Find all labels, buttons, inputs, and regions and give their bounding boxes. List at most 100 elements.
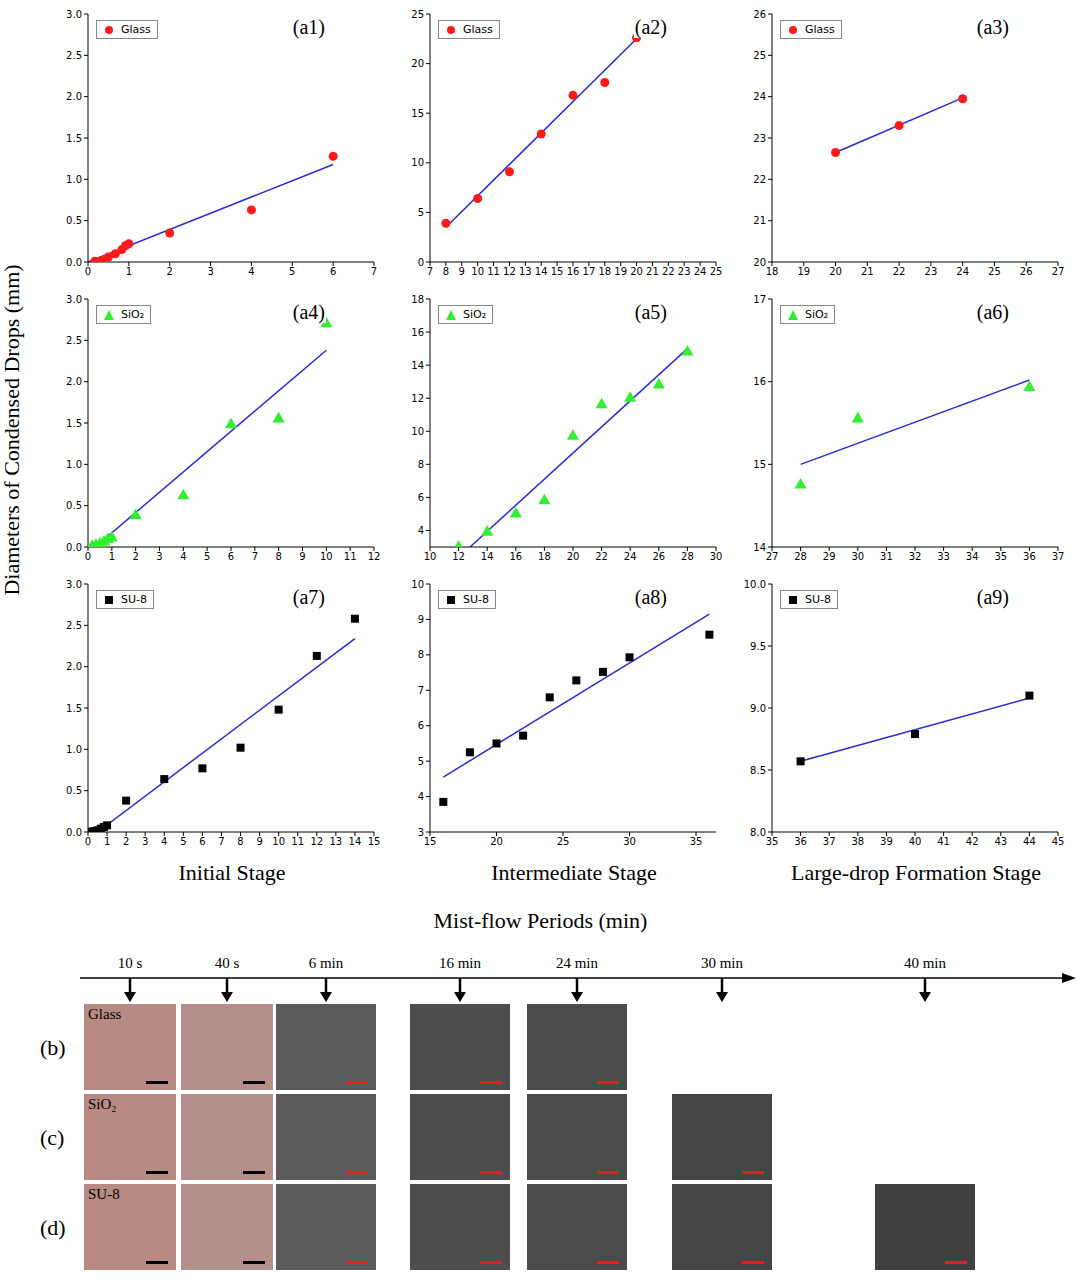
svg-text:34: 34	[966, 551, 979, 562]
svg-text:16: 16	[509, 551, 522, 562]
svg-text:0.5: 0.5	[66, 785, 82, 796]
svg-text:7: 7	[427, 266, 433, 277]
svg-text:5: 5	[289, 266, 295, 277]
svg-text:10: 10	[424, 551, 437, 562]
svg-text:12: 12	[411, 393, 424, 404]
svg-text:1.0: 1.0	[66, 174, 82, 185]
svg-text:4: 4	[418, 525, 424, 536]
svg-text:22: 22	[595, 551, 608, 562]
svg-text:41: 41	[937, 836, 950, 847]
svg-text:4: 4	[418, 791, 424, 802]
svg-text:18: 18	[411, 294, 424, 305]
svg-text:7: 7	[371, 266, 377, 277]
svg-text:23: 23	[925, 266, 938, 277]
svg-text:0.5: 0.5	[66, 500, 82, 511]
svg-text:2.0: 2.0	[66, 376, 82, 387]
svg-text:24: 24	[753, 91, 766, 102]
svg-text:10: 10	[471, 266, 484, 277]
svg-text:15: 15	[551, 266, 564, 277]
svg-text:40 min: 40 min	[904, 955, 947, 971]
svg-text:21: 21	[646, 266, 659, 277]
svg-text:27: 27	[766, 551, 779, 562]
svg-text:30: 30	[851, 551, 864, 562]
svg-text:12: 12	[368, 551, 381, 562]
svg-text:4: 4	[248, 266, 254, 277]
svg-text:22: 22	[753, 174, 766, 185]
svg-text:3: 3	[418, 827, 424, 838]
svg-text:5: 5	[180, 836, 186, 847]
svg-text:40 s: 40 s	[215, 955, 240, 971]
svg-text:6: 6	[330, 266, 336, 277]
svg-text:14: 14	[535, 266, 548, 277]
svg-text:0.0: 0.0	[66, 827, 82, 838]
svg-text:1: 1	[109, 551, 115, 562]
svg-text:2: 2	[123, 836, 129, 847]
svg-text:20: 20	[829, 266, 842, 277]
svg-text:3: 3	[142, 836, 148, 847]
svg-text:28: 28	[794, 551, 807, 562]
svg-text:20: 20	[630, 266, 643, 277]
svg-text:7: 7	[418, 685, 424, 696]
svg-text:10 s: 10 s	[118, 955, 143, 971]
svg-text:20: 20	[411, 58, 424, 69]
svg-text:35: 35	[766, 836, 779, 847]
svg-text:1.0: 1.0	[66, 459, 82, 470]
svg-text:9: 9	[299, 551, 305, 562]
svg-text:0.0: 0.0	[66, 257, 82, 268]
svg-text:15: 15	[411, 108, 424, 119]
svg-text:1.5: 1.5	[66, 703, 82, 714]
svg-text:15: 15	[424, 836, 437, 847]
svg-text:19: 19	[614, 266, 627, 277]
svg-text:25: 25	[710, 266, 723, 277]
svg-text:38: 38	[851, 836, 864, 847]
svg-text:10.0: 10.0	[744, 579, 766, 590]
svg-text:40: 40	[909, 836, 922, 847]
svg-text:10: 10	[272, 836, 285, 847]
svg-text:7: 7	[252, 551, 258, 562]
svg-text:3.0: 3.0	[66, 294, 82, 305]
svg-text:8: 8	[443, 266, 449, 277]
svg-text:27: 27	[1052, 266, 1065, 277]
svg-text:2: 2	[167, 266, 173, 277]
svg-text:4: 4	[180, 551, 186, 562]
svg-text:36: 36	[794, 836, 807, 847]
svg-text:25: 25	[988, 266, 1001, 277]
svg-text:24: 24	[956, 266, 969, 277]
svg-text:37: 37	[1052, 551, 1065, 562]
svg-text:7: 7	[218, 836, 224, 847]
svg-text:30: 30	[710, 551, 723, 562]
svg-text:8: 8	[418, 649, 424, 660]
svg-text:0: 0	[85, 836, 91, 847]
svg-text:0.5: 0.5	[66, 215, 82, 226]
svg-text:39: 39	[880, 836, 893, 847]
svg-text:22: 22	[893, 266, 906, 277]
svg-text:14: 14	[411, 360, 424, 371]
svg-text:1: 1	[104, 836, 110, 847]
svg-text:14: 14	[481, 551, 494, 562]
svg-text:20: 20	[753, 257, 766, 268]
svg-text:26: 26	[1020, 266, 1033, 277]
svg-text:5: 5	[418, 756, 424, 767]
svg-text:23: 23	[753, 133, 766, 144]
svg-text:16: 16	[567, 266, 580, 277]
svg-text:18: 18	[766, 266, 779, 277]
svg-text:32: 32	[909, 551, 922, 562]
svg-text:9: 9	[256, 836, 262, 847]
svg-text:42: 42	[966, 836, 979, 847]
svg-text:9: 9	[459, 266, 465, 277]
svg-text:1.0: 1.0	[66, 744, 82, 755]
svg-text:6: 6	[418, 492, 424, 503]
svg-text:13: 13	[329, 836, 342, 847]
svg-text:2.0: 2.0	[66, 91, 82, 102]
svg-text:22: 22	[662, 266, 675, 277]
svg-text:26: 26	[652, 551, 665, 562]
svg-text:4: 4	[161, 836, 167, 847]
svg-text:9.0: 9.0	[750, 703, 766, 714]
svg-text:8.5: 8.5	[750, 765, 766, 776]
svg-text:25: 25	[753, 50, 766, 61]
svg-text:3: 3	[207, 266, 213, 277]
svg-text:45: 45	[1052, 836, 1065, 847]
svg-text:29: 29	[823, 551, 836, 562]
svg-text:15: 15	[368, 836, 381, 847]
svg-text:10: 10	[411, 157, 424, 168]
